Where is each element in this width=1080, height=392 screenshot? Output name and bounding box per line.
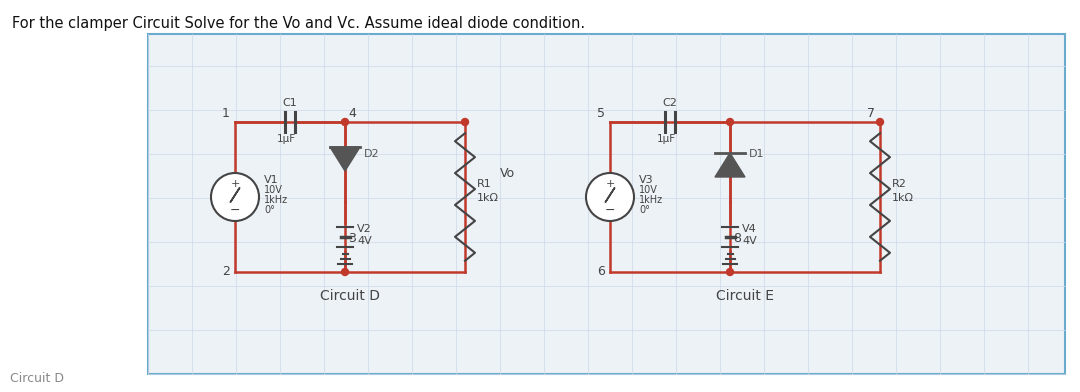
Text: 10V: 10V	[264, 185, 283, 195]
Text: V1: V1	[264, 175, 279, 185]
Circle shape	[341, 269, 349, 276]
Circle shape	[877, 118, 883, 125]
Text: Circuit D: Circuit D	[10, 372, 64, 385]
Text: 6: 6	[597, 265, 605, 278]
Text: 1kHz: 1kHz	[639, 195, 663, 205]
Text: 0°: 0°	[264, 205, 275, 215]
Circle shape	[461, 118, 469, 125]
Text: R2: R2	[892, 179, 907, 189]
Text: Circuit D: Circuit D	[320, 289, 380, 303]
Polygon shape	[330, 147, 360, 171]
Text: 1µF: 1µF	[276, 134, 296, 144]
Text: 10V: 10V	[639, 185, 658, 195]
Text: D1: D1	[750, 149, 765, 159]
Text: V3: V3	[639, 175, 653, 185]
Circle shape	[727, 118, 733, 125]
Text: 1µF: 1µF	[657, 134, 676, 144]
Text: +: +	[605, 179, 615, 189]
Bar	[148, 34, 1065, 374]
Text: 7: 7	[867, 107, 875, 120]
Text: 4V: 4V	[357, 236, 372, 246]
Text: 3: 3	[348, 232, 356, 245]
Text: 5: 5	[597, 107, 605, 120]
Polygon shape	[715, 153, 745, 177]
Text: 4V: 4V	[742, 236, 757, 246]
Circle shape	[586, 173, 634, 221]
Text: D2: D2	[364, 149, 380, 159]
Text: −: −	[230, 204, 240, 217]
Circle shape	[211, 173, 259, 221]
Text: −: −	[605, 204, 616, 217]
Text: 4: 4	[348, 107, 356, 120]
Text: 1kΩ: 1kΩ	[892, 193, 914, 203]
Text: 1: 1	[222, 107, 230, 120]
Text: Vo: Vo	[500, 167, 515, 180]
Text: 2: 2	[222, 265, 230, 278]
Text: 8: 8	[733, 232, 741, 245]
Text: 1kΩ: 1kΩ	[477, 193, 499, 203]
Text: C1: C1	[283, 98, 297, 108]
Text: Circuit E: Circuit E	[716, 289, 774, 303]
Circle shape	[727, 269, 733, 276]
Text: C2: C2	[662, 98, 677, 108]
Circle shape	[341, 118, 349, 125]
Text: R1: R1	[477, 179, 491, 189]
Text: For the clamper Circuit Solve for the Vo and Vc. Assume ideal diode condition.: For the clamper Circuit Solve for the Vo…	[12, 16, 585, 31]
Text: V2: V2	[357, 224, 372, 234]
Text: 0°: 0°	[639, 205, 650, 215]
Text: +: +	[230, 179, 240, 189]
Text: V4: V4	[742, 224, 757, 234]
Text: 1kHz: 1kHz	[264, 195, 288, 205]
